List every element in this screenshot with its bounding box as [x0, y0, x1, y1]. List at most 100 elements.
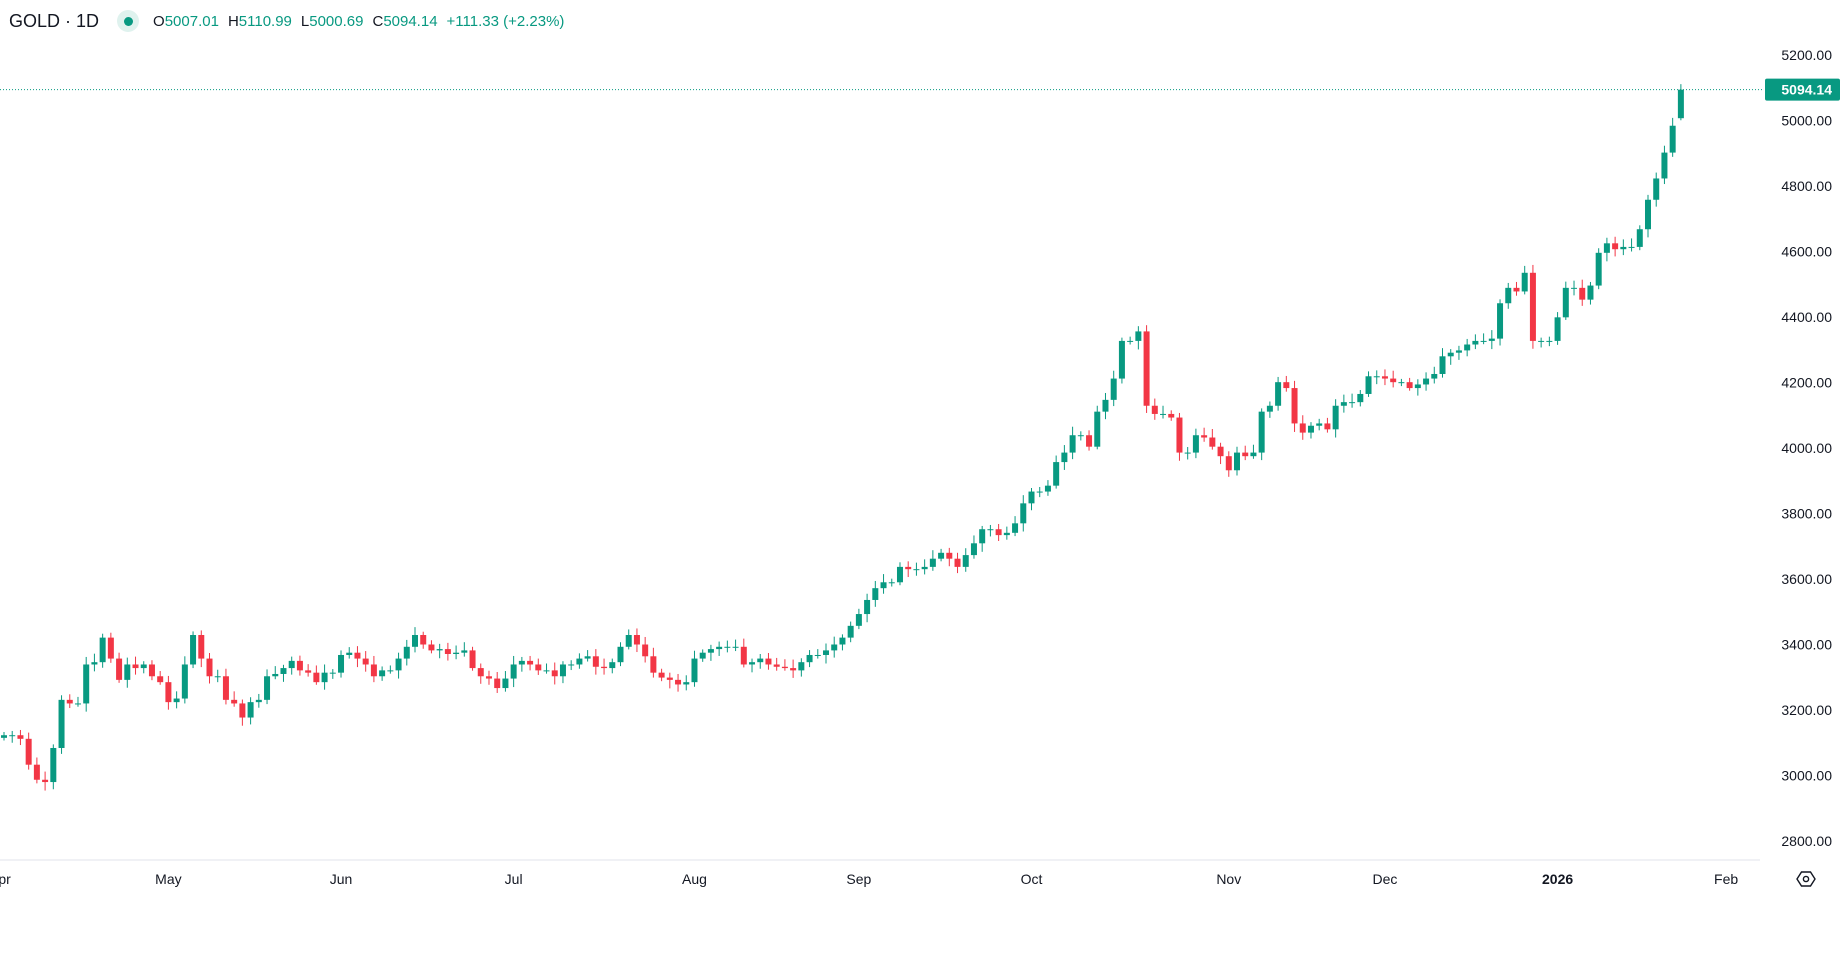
candle-body: [1620, 246, 1627, 250]
candle-body: [99, 637, 106, 663]
candle: [239, 699, 246, 726]
candle-body: [773, 664, 780, 667]
candle-body: [1529, 272, 1536, 341]
candle-body: [502, 678, 509, 689]
candle-body: [855, 614, 862, 626]
candle-body: [1250, 452, 1257, 457]
candle: [1349, 393, 1356, 408]
candle-body: [231, 699, 238, 704]
time-tick-label: Nov: [1216, 871, 1241, 887]
candle: [568, 660, 575, 671]
symbol-interval[interactable]: GOLD · 1D: [9, 10, 100, 31]
candle: [1, 731, 7, 741]
candle-body: [1168, 413, 1175, 418]
candle: [379, 666, 386, 681]
candle: [559, 661, 566, 684]
candle: [412, 627, 418, 653]
candle-body: [1151, 405, 1158, 414]
candle: [403, 639, 410, 666]
price-tick-label: 3000.00: [1781, 768, 1832, 784]
price-axis[interactable]: 5200.00 5000.00 4800.00 4600.00 4400.00 4200.…: [0, 47, 1840, 849]
candle: [50, 744, 57, 790]
candle-body: [1398, 382, 1405, 384]
candle: [1258, 408, 1265, 461]
ohlc-open: O5007.01: [153, 12, 219, 30]
candle-body: [921, 566, 928, 570]
candle: [1086, 430, 1093, 451]
candle-body: [1020, 503, 1027, 524]
candle: [724, 640, 731, 653]
candle-body: [1275, 382, 1282, 406]
candle: [1529, 264, 1536, 349]
candle: [288, 656, 295, 675]
candle-body: [1612, 243, 1619, 250]
candle-body: [74, 703, 81, 705]
candle: [1266, 401, 1273, 418]
candle-body: [1423, 378, 1430, 385]
candle-body: [83, 664, 90, 704]
price-tick-label: 4200.00: [1781, 375, 1832, 391]
candle: [1669, 117, 1676, 157]
candle-body: [1349, 402, 1356, 404]
candle-body: [642, 644, 649, 657]
candle-body: [346, 652, 353, 655]
candle: [699, 649, 706, 662]
candle-body: [823, 650, 829, 655]
candle: [1365, 371, 1372, 397]
candle: [1299, 415, 1306, 440]
candle: [140, 661, 147, 674]
candle: [477, 663, 484, 684]
candle-body: [247, 702, 254, 718]
candle: [1472, 334, 1479, 350]
candle-body: [1571, 287, 1578, 289]
candle-body: [1069, 435, 1076, 453]
candle: [33, 757, 40, 784]
candle: [346, 647, 353, 659]
candle-body: [1669, 125, 1676, 153]
candle: [707, 644, 714, 661]
candle-body: [749, 662, 756, 665]
candle: [1020, 495, 1027, 532]
candle: [9, 730, 16, 743]
candle: [157, 671, 164, 685]
time-axis[interactable]: Apr May Jun Jul Aug Sep Oct Nov Dec 2026 Feb: [0, 871, 1738, 887]
candle: [1488, 330, 1495, 350]
candle: [387, 665, 394, 674]
candle-body: [469, 650, 476, 669]
candle: [362, 651, 369, 672]
candle-body: [1381, 376, 1388, 379]
candle: [584, 650, 591, 662]
candle-body: [798, 662, 805, 671]
candle: [510, 655, 517, 688]
candle: [601, 658, 608, 675]
candle-body: [592, 656, 599, 667]
price-tick-label: 2800.00: [1781, 833, 1832, 849]
candle-body: [757, 658, 764, 663]
candle: [773, 657, 780, 671]
candle: [1250, 444, 1257, 459]
candle-body: [214, 676, 221, 678]
candle-body: [387, 670, 394, 672]
candle-body: [264, 676, 271, 700]
candle-body: [683, 682, 690, 685]
candle: [905, 561, 912, 578]
candle-body: [1094, 411, 1101, 447]
candle-body: [354, 652, 361, 659]
candle: [823, 643, 829, 664]
candle-body: [1316, 423, 1323, 426]
candle-body: [9, 735, 16, 737]
candle-body: [609, 662, 616, 669]
time-tick-label: Sep: [846, 871, 871, 887]
candle-body: [1447, 352, 1454, 357]
market-status-icon[interactable]: [117, 10, 140, 32]
candle-body: [625, 635, 632, 647]
candle: [1562, 281, 1569, 320]
candle-body: [699, 652, 706, 659]
candle-body: [1472, 340, 1479, 345]
settings-gear-icon[interactable]: [1796, 871, 1816, 887]
candle: [675, 673, 682, 692]
candle-body: [1587, 285, 1594, 300]
candle: [658, 668, 665, 682]
candle: [749, 658, 756, 673]
